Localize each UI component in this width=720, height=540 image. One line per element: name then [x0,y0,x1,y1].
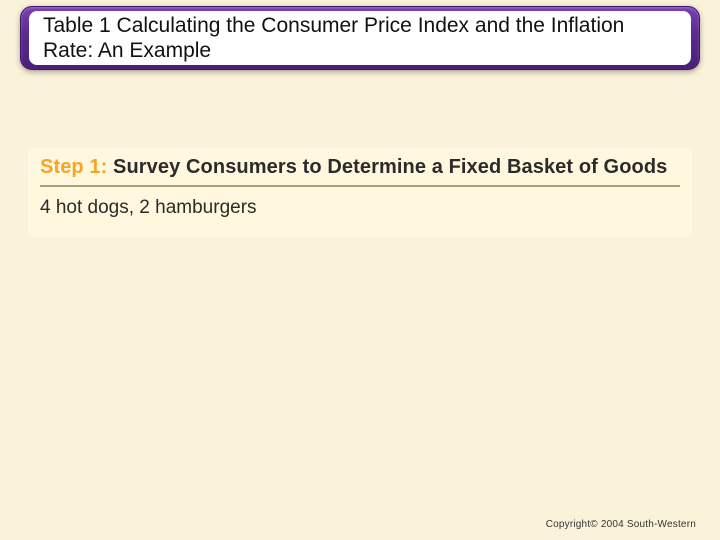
title-bar: Table 1 Calculating the Consumer Price I… [20,6,700,70]
step-heading: Step 1: Survey Consumers to Determine a … [40,156,680,185]
step-label-body: Survey Consumers to Determine a Fixed Ba… [113,156,667,178]
title-inner: Table 1 Calculating the Consumer Price I… [29,11,691,65]
step-content: 4 hot dogs, 2 hamburgers [40,197,680,219]
step-label-prefix: Step 1: [40,156,113,178]
copyright-text: Copyright© 2004 South-Western [546,519,696,530]
step-divider [40,185,680,187]
step-block: Step 1: Survey Consumers to Determine a … [28,148,692,237]
slide-title: Table 1 Calculating the Consumer Price I… [43,13,677,63]
